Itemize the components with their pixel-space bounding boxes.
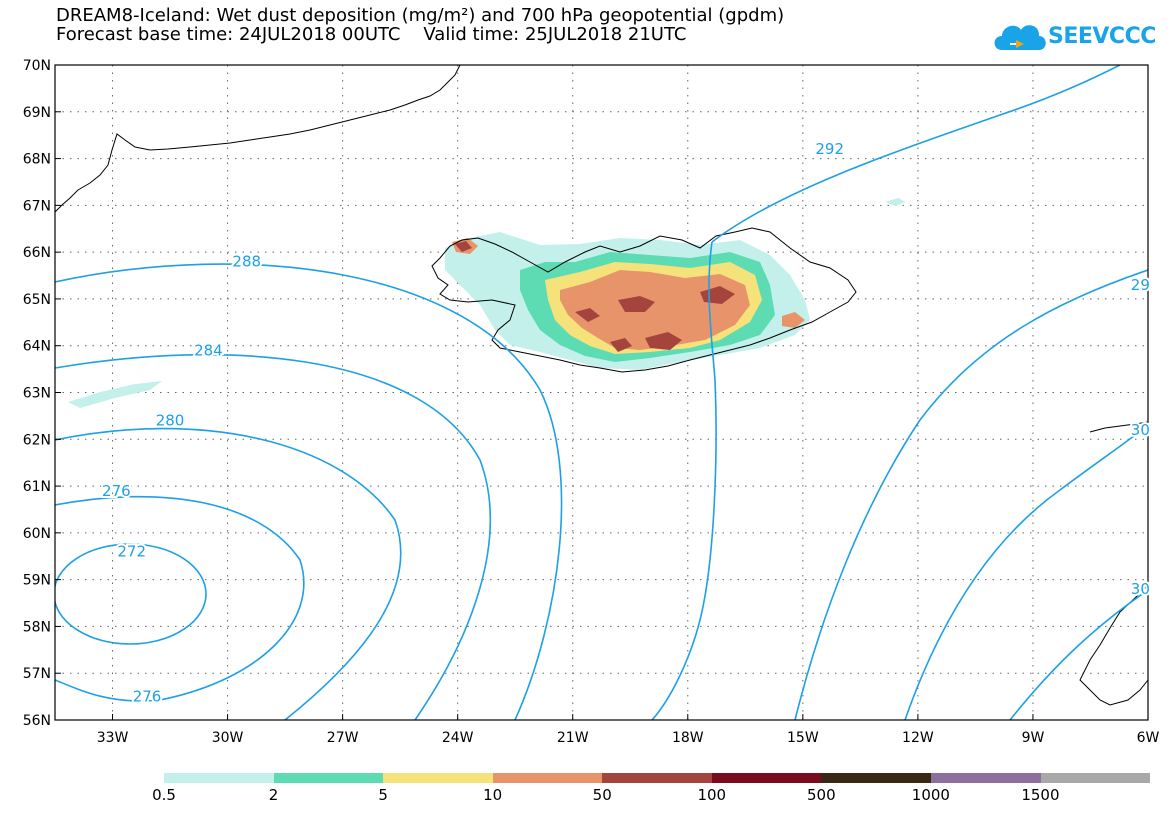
lat-tick-label: 63N (23, 386, 51, 402)
colorbar-label: 10 (483, 786, 503, 804)
contour-label: 30 (1131, 580, 1150, 598)
colorbar-label: 50 (592, 786, 612, 804)
greenland-coastline (55, 65, 461, 213)
map-subtitle-times: Forecast base time: 24JUL2018 00UTC Vali… (56, 24, 687, 45)
lat-tick-label: 59N (23, 573, 51, 589)
lon-tick-label: 12W (902, 730, 934, 746)
colorbar-label: 500 (807, 786, 836, 804)
contour-284 (55, 353, 492, 720)
lat-tick-label: 61N (23, 479, 51, 495)
colorbar-segment (273, 773, 384, 783)
lon-tick-label: 27W (327, 730, 359, 746)
contour-304 (1009, 589, 1148, 720)
contour-276 (55, 495, 305, 702)
contour-296 (794, 269, 1148, 720)
colorbar-label: 1500 (1021, 786, 1060, 804)
map-frame (54, 64, 1149, 721)
contour-labels: 272 276 276 280 284 288 292 29 30 30 (100, 138, 1152, 707)
lon-tick-label: 6W (1137, 730, 1160, 746)
lat-tick-label: 69N (23, 105, 51, 121)
contour-280 (55, 427, 402, 720)
seevccc-logo: SEEVCCC (990, 12, 1165, 60)
contour-label: 280 (156, 412, 185, 430)
contour-lon18 (651, 241, 717, 720)
contour-label: 29 (1131, 276, 1150, 294)
lon-tick-label: 9W (1022, 730, 1045, 746)
lat-tick-label: 70N (23, 58, 51, 74)
lon-tick-label: 15W (787, 730, 819, 746)
lon-tick-label: 24W (442, 730, 474, 746)
colorbar-label: 5 (378, 786, 388, 804)
lat-tick-label: 60N (23, 526, 51, 542)
contour-label: 284 (194, 341, 223, 359)
contour-label: 288 (232, 253, 261, 271)
dust-deposition-field (68, 198, 906, 408)
colorbar-segment (602, 773, 712, 783)
axis-ticks: 33W 30W 27W 24W 21W 18W 15W 12W 9W 6W 70N 69N 68N 67N… (23, 58, 1160, 746)
colorbar-segment (383, 773, 493, 783)
lat-tick-label: 58N (23, 619, 51, 635)
colorbar-segment (930, 773, 1041, 783)
logo-text: SEEVCCC (1048, 24, 1156, 49)
colorbar-segment (1040, 773, 1151, 783)
lat-tick-label: 57N (23, 666, 51, 682)
lat-tick-label: 64N (23, 339, 51, 355)
cloud-logo-icon (994, 25, 1046, 50)
lat-tick-label: 65N (23, 292, 51, 308)
graticule (55, 65, 1148, 720)
contour-label: 292 (815, 140, 844, 158)
map-title: DREAM8-Iceland: Wet dust deposition (mg/… (56, 5, 785, 26)
lat-tick-label: 68N (23, 152, 51, 168)
lat-tick-label: 67N (23, 198, 51, 214)
lon-tick-label: 21W (557, 730, 589, 746)
scotland-coastline (1079, 584, 1148, 706)
contour-288 (55, 263, 563, 720)
iceland-coastline (431, 227, 857, 373)
lon-tick-label: 18W (672, 730, 704, 746)
contour-label: 276 (102, 482, 131, 500)
colorbar-label: 2 (268, 786, 279, 804)
colorbar-segment (711, 773, 822, 783)
lat-tick-label: 62N (23, 432, 51, 448)
contour-300 (904, 424, 1148, 720)
lon-tick-label: 33W (97, 730, 129, 746)
colorbar-label: 0.5 (152, 786, 176, 804)
colorbar-segment (164, 773, 274, 783)
contour-label: 272 (117, 543, 146, 561)
contour-272 (55, 543, 207, 645)
contour-label: 276 (133, 688, 162, 706)
colorbar-label: 100 (697, 786, 727, 804)
lat-tick-label: 66N (23, 245, 51, 261)
colorbar-label: 1000 (911, 786, 950, 804)
contour-label: 30 (1131, 421, 1150, 439)
colorbar-segment (821, 773, 931, 783)
lat-tick-label: 56N (23, 713, 51, 729)
faroe-coastline (1089, 421, 1148, 433)
contour-292 (711, 65, 1121, 243)
geopotential-contours (55, 65, 1148, 720)
lon-tick-label: 30W (212, 730, 244, 746)
colorbar (164, 773, 1151, 783)
colorbar-segment (492, 773, 603, 783)
